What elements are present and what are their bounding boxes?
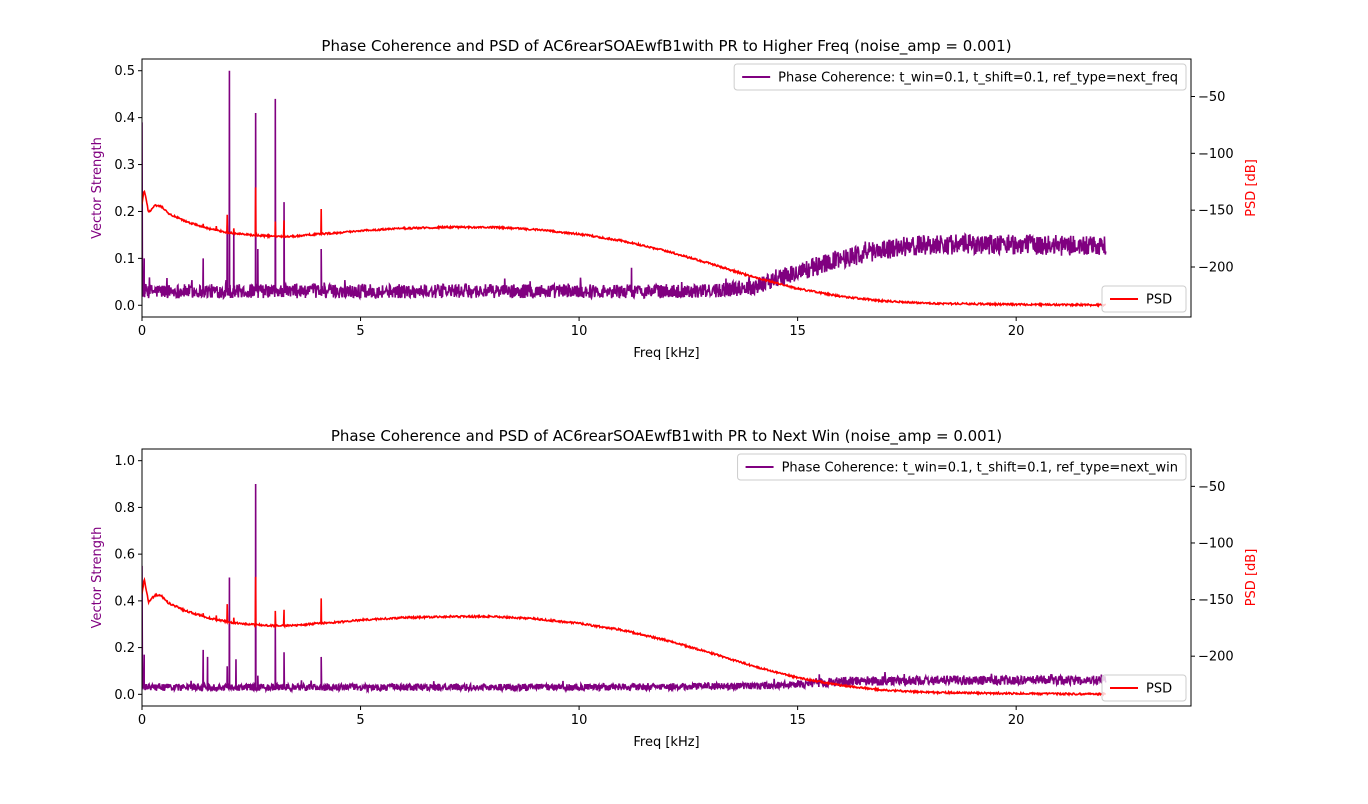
legend-coherence: Phase Coherence: t_win=0.1, t_shift=0.1,…	[737, 453, 1187, 481]
y-left-tick-label: 1.0	[114, 454, 135, 469]
legend-coherence: Phase Coherence: t_win=0.1, t_shift=0.1,…	[733, 63, 1187, 91]
x-tick-label: 5	[356, 713, 364, 728]
psd-line	[142, 187, 1107, 308]
y-right-tick-label: −50	[1198, 480, 1225, 495]
y-left-tick-label: 0.2	[114, 205, 135, 220]
chart-title: Phase Coherence and PSD of AC6rearSOAEwf…	[331, 427, 1002, 446]
axes-frame	[141, 58, 1192, 318]
y-left-tick-label: 0.2	[114, 641, 135, 656]
y-right-tick-label: −100	[1198, 536, 1234, 551]
axes-frame	[141, 448, 1192, 707]
chart-panel-2: Phase Coherence and PSD of AC6rearSOAEwf…	[90, 427, 1259, 750]
y-right-tick-label: −150	[1198, 204, 1234, 219]
y-left-tick-label: 0.0	[114, 688, 135, 703]
legend-psd: PSD	[1101, 674, 1187, 702]
x-tick-label: 0	[138, 713, 146, 728]
x-tick-label: 15	[789, 324, 806, 339]
y-left-tick-label: 0.4	[114, 111, 135, 126]
chart-title: Phase Coherence and PSD of AC6rearSOAEwf…	[321, 37, 1011, 56]
x-tick-label: 20	[1008, 713, 1025, 728]
y-left-tick-label: 0.3	[114, 158, 135, 173]
legend-psd: PSD	[1101, 285, 1187, 313]
legend-label-psd: PSD	[1146, 682, 1172, 697]
x-tick-label: 0	[138, 324, 146, 339]
legend-label-psd: PSD	[1146, 293, 1172, 308]
y-left-tick-label: 0.5	[114, 64, 135, 79]
chart-panel-1: Phase Coherence and PSD of AC6rearSOAEwf…	[90, 37, 1259, 361]
x-tick-label: 10	[571, 324, 588, 339]
y-right-tick-label: −100	[1198, 147, 1234, 162]
psd-line	[142, 576, 1106, 697]
y-right-tick-label: −200	[1198, 260, 1234, 275]
y-right-tick-label: −150	[1198, 593, 1234, 608]
legend-box	[737, 453, 1187, 481]
x-axis-label: Freq [kHz]	[633, 346, 699, 361]
coherence-line	[142, 70, 1107, 301]
y-left-axis-label: Vector Strength	[90, 527, 105, 629]
y-left-tick-label: 0.8	[114, 501, 135, 516]
y-left-tick-label: 0.1	[114, 252, 135, 267]
y-right-tick-label: −50	[1198, 90, 1225, 105]
legend-box	[733, 63, 1187, 91]
legend-label-coherence: Phase Coherence: t_win=0.1, t_shift=0.1,…	[782, 461, 1178, 476]
legend-box	[1101, 285, 1187, 313]
x-tick-label: 15	[789, 713, 806, 728]
y-left-tick-label: 0.4	[114, 594, 135, 609]
coherence-line	[142, 484, 1107, 694]
y-left-tick-label: 0.0	[114, 299, 135, 314]
x-axis-label: Freq [kHz]	[633, 735, 699, 750]
legend-box	[1101, 674, 1187, 702]
y-right-axis-label: PSD [dB]	[1244, 159, 1259, 217]
x-tick-label: 5	[356, 324, 364, 339]
x-tick-label: 10	[571, 713, 588, 728]
x-tick-label: 20	[1008, 324, 1025, 339]
y-right-axis-label: PSD [dB]	[1244, 549, 1259, 607]
y-left-tick-label: 0.6	[114, 548, 135, 563]
legend-label-coherence: Phase Coherence: t_win=0.1, t_shift=0.1,…	[778, 71, 1178, 86]
y-left-axis-label: Vector Strength	[90, 137, 105, 239]
y-right-tick-label: −200	[1198, 650, 1234, 665]
